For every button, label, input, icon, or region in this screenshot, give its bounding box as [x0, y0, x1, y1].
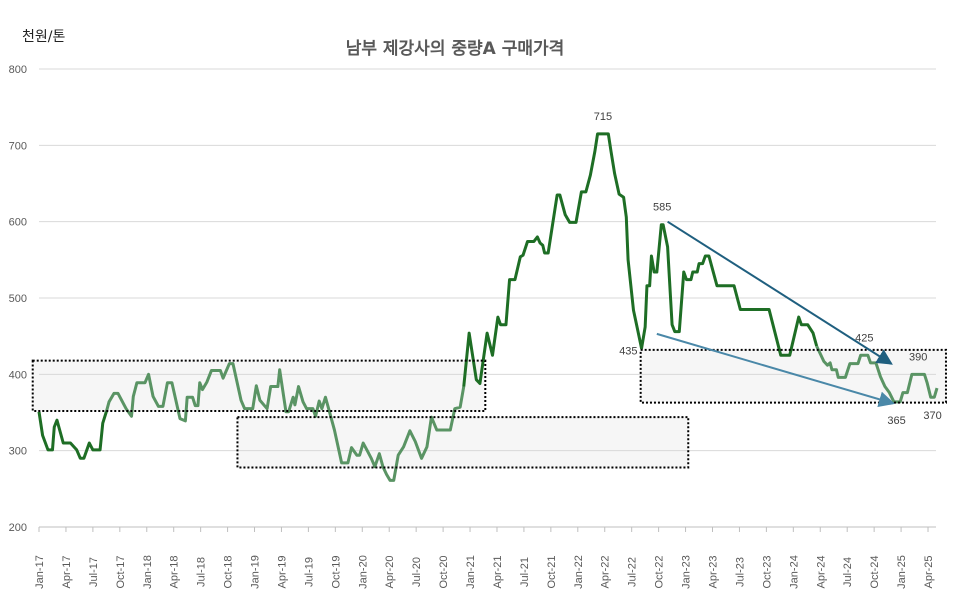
x-tick-label: Oct-18: [223, 555, 235, 588]
chart-title: 남부 제강사의 중량A 구매가격: [345, 39, 565, 59]
x-tick-label: Jul-22: [627, 557, 639, 587]
x-tick-label: Jan-19: [250, 555, 262, 589]
range-box: [236, 416, 690, 469]
x-tick-label: Oct-17: [115, 555, 127, 588]
x-tick-label: Apr-24: [815, 555, 827, 588]
range-box-fill: [640, 349, 946, 403]
y-tick-label: 200: [9, 522, 27, 534]
x-tick-label: Jul-19: [303, 557, 315, 587]
y-tick-label: 500: [9, 293, 27, 305]
x-tick-label: Oct-21: [546, 555, 558, 588]
x-tick-label: Jul-23: [734, 557, 746, 587]
range-box: [31, 359, 487, 412]
y-tick-label: 700: [9, 140, 27, 152]
x-tick-label: Jan-25: [896, 555, 908, 589]
data-label: 365: [887, 415, 905, 427]
y-tick-label: 800: [9, 64, 27, 76]
x-tick-label: Jan-21: [465, 555, 477, 589]
y-tick-label: 300: [9, 446, 27, 458]
data-label: 370: [923, 410, 941, 422]
data-label: 715: [594, 111, 612, 123]
x-tick-label: Jan-20: [357, 555, 369, 589]
x-tick-label: Jul-24: [842, 557, 854, 587]
y-axis-unit-label: 천원/톤: [22, 29, 66, 45]
trend-arrow: [656, 332, 895, 408]
x-tick-label: Apr-19: [276, 555, 288, 588]
x-tick-label: Jan-17: [34, 555, 46, 589]
x-tick-label: Apr-25: [923, 555, 935, 588]
x-tick-label: Apr-18: [169, 555, 181, 588]
x-tick-label: Jan-24: [788, 555, 800, 589]
x-tick-label: Jan-22: [573, 555, 585, 589]
x-tick-label: Apr-17: [61, 555, 73, 588]
x-tick-label: Jul-17: [88, 557, 100, 587]
range-box-fill: [32, 360, 486, 411]
x-tick-label: Oct-19: [330, 555, 342, 588]
x-tick-label: Jan-23: [681, 555, 693, 589]
price-line-dark-segment: [37, 411, 108, 460]
x-tick-label: Apr-23: [708, 555, 720, 588]
x-tick-label: Apr-21: [492, 555, 504, 588]
data-label: 585: [653, 202, 671, 214]
x-tick-label: Jul-18: [196, 557, 208, 587]
y-tick-label: 600: [9, 217, 27, 229]
x-tick-label: Jan-18: [142, 555, 154, 589]
x-tick-label: Apr-22: [600, 555, 612, 588]
x-tick-label: Jul-20: [411, 557, 423, 587]
range-box: [639, 348, 947, 404]
data-label: 425: [855, 332, 873, 344]
trend-arrow: [667, 220, 893, 365]
x-tick-label: Oct-24: [869, 555, 881, 588]
range-box-fill: [237, 417, 689, 468]
x-tick-label: Oct-22: [654, 555, 666, 588]
y-tick-label: 400: [9, 369, 27, 381]
price-line-dark-segment: [462, 132, 819, 387]
data-label: 390: [909, 351, 927, 363]
x-tick-label: Oct-20: [438, 555, 450, 588]
data-label: 435: [619, 345, 637, 357]
x-tick-label: Apr-20: [384, 555, 396, 588]
x-tick-label: Oct-23: [761, 555, 773, 588]
x-tick-label: Jul-21: [519, 557, 531, 587]
